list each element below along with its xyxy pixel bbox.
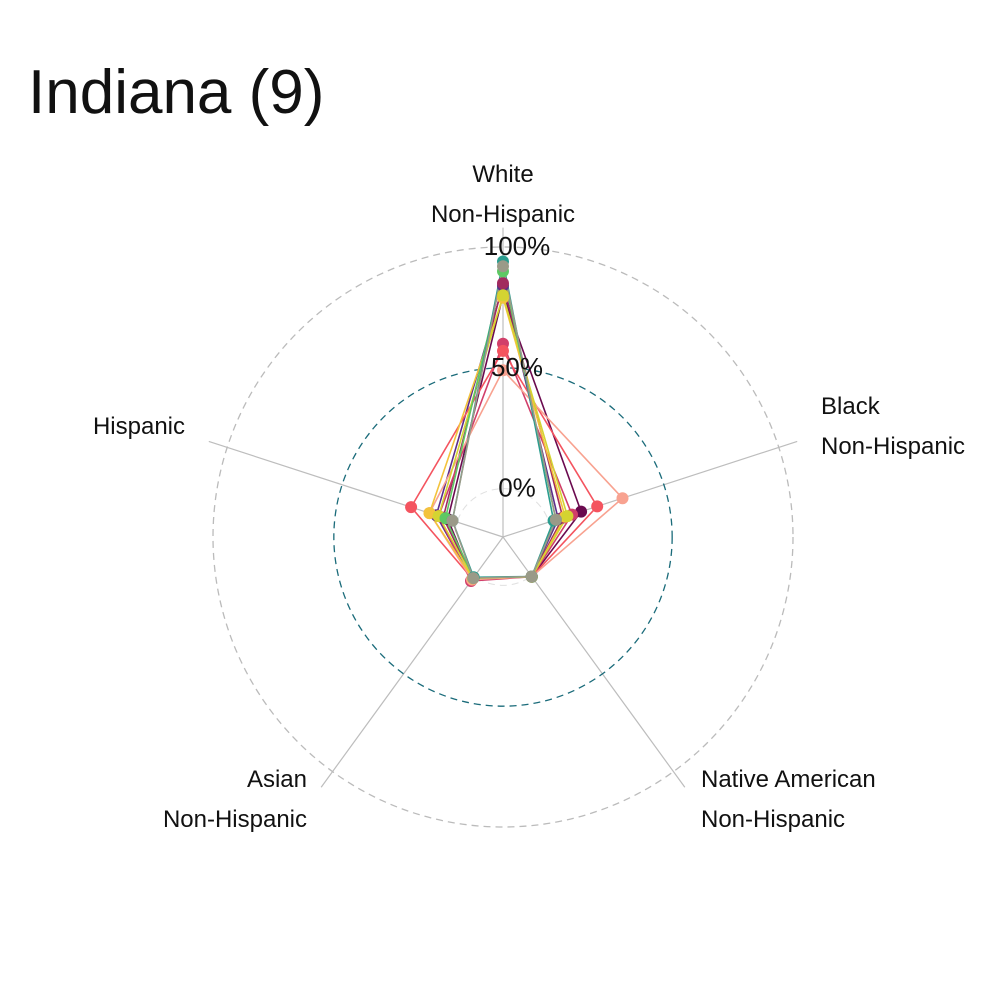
grid-circle [454,488,552,586]
data-point [616,492,629,505]
axis-label: Non-Hispanic [821,433,965,460]
axis-label: Asian [247,766,307,793]
data-point [497,260,509,273]
data-point [423,507,436,520]
data-point [405,501,418,514]
radial-tick-label: 100% [484,231,551,261]
axis-label: Non-Hispanic [701,806,845,833]
axis-label: Non-Hispanic [431,201,575,228]
axis-label: Black [821,393,881,420]
chart-title: Indiana (9) [28,58,325,127]
data-point [446,514,459,527]
axis-label: Non-Hispanic [163,806,307,833]
axis-label: White [472,161,533,188]
radial-tick-label: 0% [498,473,536,503]
data-point [575,505,588,518]
data-point [467,572,480,585]
data-point [549,513,562,526]
data-point [497,364,509,377]
data-point [561,510,574,523]
data-point [497,344,509,357]
data-point [591,500,604,513]
data-point [525,570,538,583]
series-line [451,265,557,579]
axis-label: Native American [701,766,876,793]
data-point [497,289,509,302]
radial-tick-label: 50% [491,352,543,382]
axis-label: Hispanic [93,413,185,440]
grid-circle [212,246,794,828]
data-point [497,277,509,290]
